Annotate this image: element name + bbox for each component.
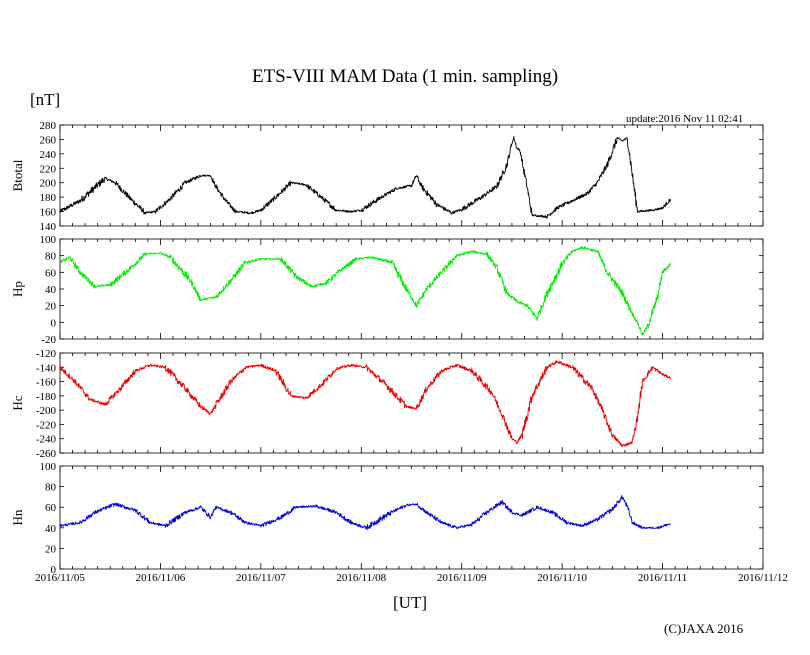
y-tick-label: 160	[40, 207, 57, 219]
x-tick-label: 2016/11/06	[136, 572, 186, 584]
y-tick-label: 40	[45, 523, 57, 535]
x-tick-label: 2016/11/12	[738, 572, 788, 584]
x-tick-label: 2016/11/07	[236, 572, 286, 584]
y-tick-label: 0	[51, 564, 57, 576]
y-tick-label: -160	[36, 377, 57, 389]
y-tick-label: 180	[40, 192, 57, 204]
panel-ylabel-btotal: Btotal	[10, 159, 25, 191]
x-tick-label: 2016/11/10	[537, 572, 587, 584]
y-tick-label: 220	[40, 163, 57, 175]
panel-ylabel-hp: Hp	[10, 281, 25, 297]
x-tick-label: 2016/11/08	[336, 572, 386, 584]
series-line-hp	[59, 246, 672, 336]
y-tick-label: 0	[51, 317, 57, 329]
y-tick-label: 140	[40, 221, 57, 233]
y-tick-label: 80	[45, 482, 57, 494]
y-tick-label: -260	[36, 448, 57, 460]
series-line-hc	[59, 360, 672, 447]
y-tick-label: 40	[45, 284, 57, 296]
series-line-hn	[59, 495, 671, 531]
y-tick-label: 100	[40, 461, 57, 473]
x-axis-label: [UT]	[393, 593, 427, 612]
y-tick-label: 20	[45, 301, 57, 313]
y-tick-label: -180	[36, 391, 57, 403]
y-tick-label: 60	[45, 267, 57, 279]
y-tick-label: 260	[40, 134, 57, 146]
panel-frame-btotal	[59, 124, 764, 227]
x-tick-label: 2016/11/05	[35, 572, 85, 584]
y-tick-label: -240	[36, 434, 57, 446]
y-tick-label: 80	[45, 251, 57, 263]
copyright-notice: (C)JAXA 2016	[664, 621, 744, 636]
y-tick-label: 280	[40, 120, 57, 132]
panel-frame-hn	[59, 465, 764, 570]
panel-ylabel-hn: Hn	[10, 509, 25, 525]
y-tick-label: -120	[36, 348, 57, 360]
series-line-btotal	[59, 135, 672, 219]
x-tick-label: 2016/11/09	[437, 572, 487, 584]
y-tick-label: -220	[36, 419, 57, 431]
update-timestamp: update:2016 Nov 11 02:41	[626, 113, 744, 125]
y-tick-label: 100	[40, 234, 57, 246]
y-tick-label: 240	[40, 149, 57, 161]
panel-ylabel-hc: Hc	[10, 395, 25, 410]
chart-title: ETS-VIII MAM Data (1 min. sampling)	[251, 66, 559, 87]
y-tick-label: 200	[40, 178, 57, 190]
y-tick-label: 20	[45, 543, 57, 555]
y-tick-label: -200	[36, 405, 57, 417]
unit-label: [nT]	[30, 90, 61, 109]
x-tick-label: 2016/11/11	[638, 572, 687, 584]
y-tick-label: -20	[41, 334, 56, 346]
y-tick-label: -140	[36, 362, 57, 374]
y-tick-label: 60	[45, 502, 57, 514]
